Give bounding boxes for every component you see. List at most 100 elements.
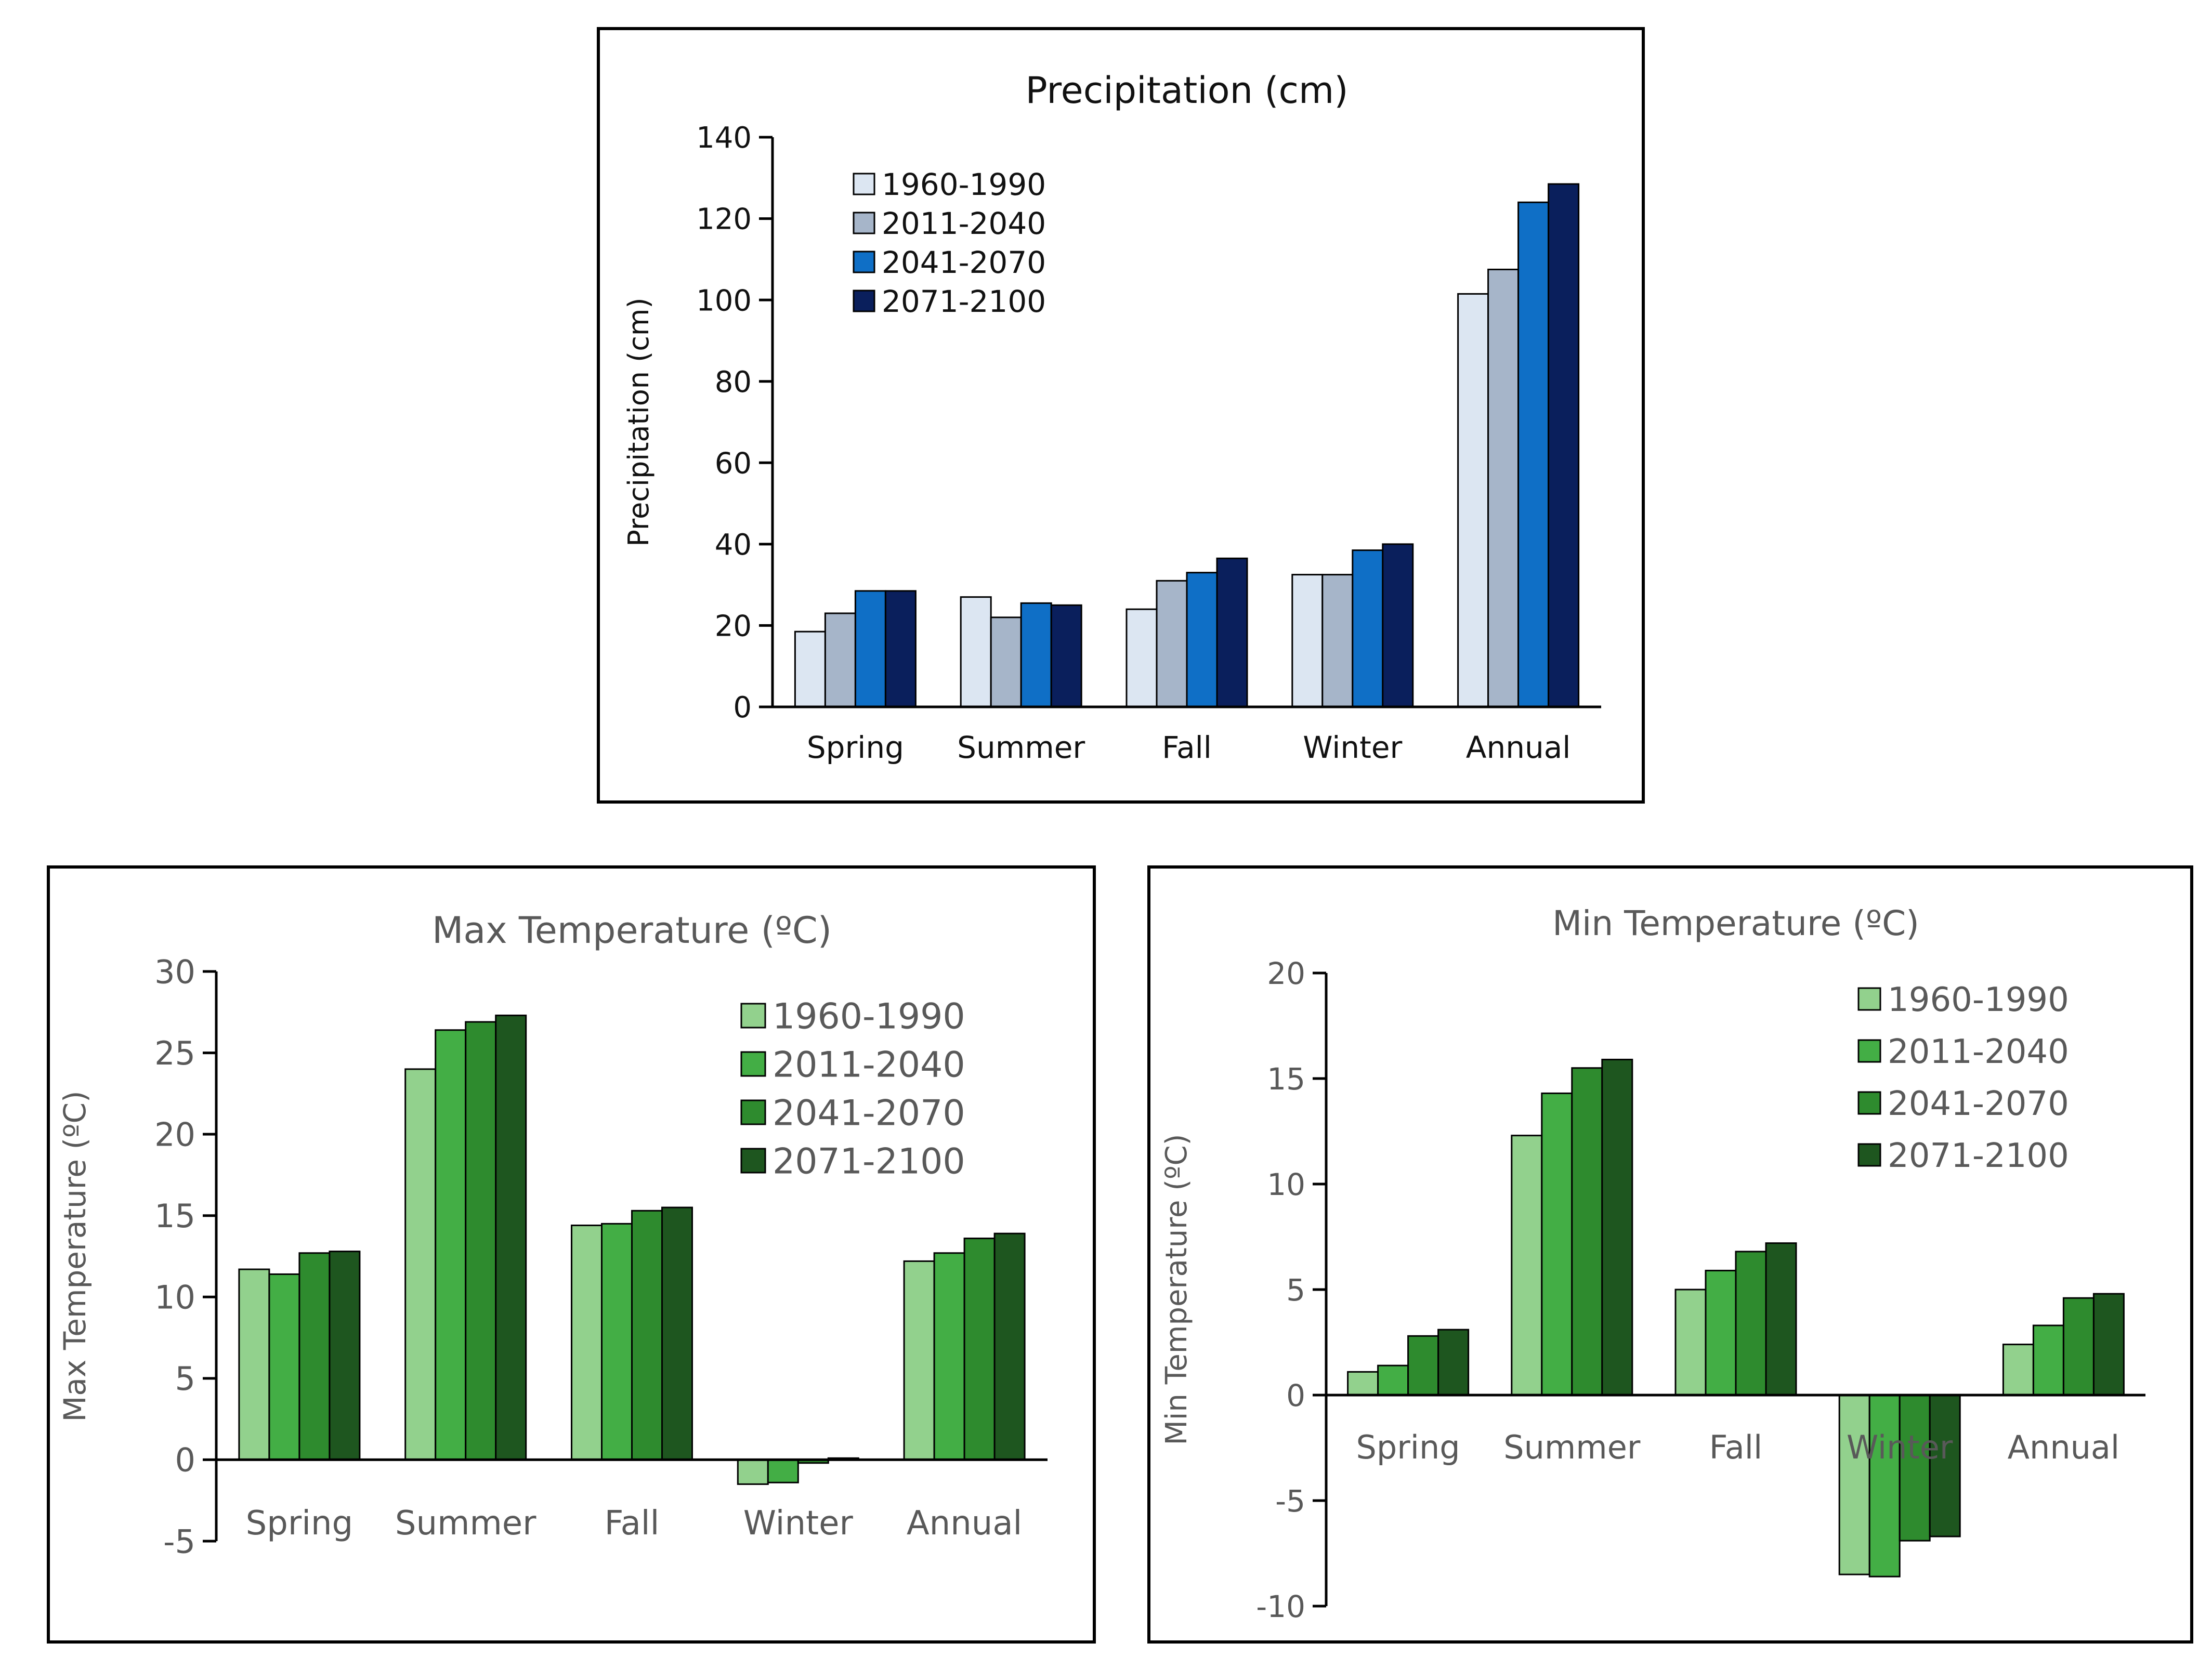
bar [1156,580,1188,708]
bar [963,1238,996,1461]
precipitation-chart-panel: Precipitation (cm) Precipitation (cm) 0 20 4… [597,27,1645,804]
legend-label: 2071-2100 [1888,1137,2069,1175]
bar [1765,1242,1797,1396]
bar [1541,1092,1573,1396]
y-tick-label: 0 [733,691,752,725]
chart-title: Min Temperature (ºC) [1552,903,1919,943]
y-tick-label: 0 [175,1441,195,1479]
y-tick-label: 20 [715,610,752,643]
y-tick-label: 140 [696,121,752,155]
bar [1186,572,1218,708]
bar [404,1068,437,1461]
bar [2002,1344,2034,1396]
y-tick-label: 120 [696,203,752,236]
y-tick-label: 60 [715,446,752,480]
bar [1050,604,1082,708]
bar [298,1252,331,1461]
bar [268,1273,300,1461]
precipitation-chart: Precipitation (cm)Precipitation (cm)0204… [622,69,1601,765]
bar [1437,1329,1470,1396]
bar [1705,1269,1737,1396]
x-tick-label: Spring [246,1504,354,1543]
x-tick-label: Summer [395,1504,536,1543]
bar [2062,1297,2095,1396]
bar [1674,1289,1707,1396]
y-tick-label: 5 [1286,1272,1305,1308]
bar [238,1268,270,1461]
bar [767,1458,799,1483]
bar [1291,574,1324,708]
legend-label: 2041-2070 [882,245,1046,280]
y-tick-label: 20 [154,1115,195,1153]
x-tick-label: Fall [605,1504,660,1543]
bar [933,1252,965,1461]
y-tick-label: 15 [154,1197,195,1235]
bar [2032,1324,2064,1396]
bar [495,1015,527,1461]
y-tick-label: 10 [1267,1167,1305,1202]
x-tick-label: Winter [1303,730,1402,765]
legend-swatch [853,290,875,312]
bar [571,1225,603,1461]
legend-label: 2011-2040 [1888,1033,2069,1071]
y-tick-label: -5 [1275,1483,1305,1519]
bar [1457,293,1489,708]
bar [1571,1067,1603,1396]
legend-swatch [1857,987,1881,1011]
bar [1020,602,1052,708]
y-axis-label: Max Temperature (ºC) [57,1090,93,1422]
x-tick-label: Summer [1503,1428,1641,1466]
legend-swatch [1857,1091,1881,1115]
bar [1899,1394,1931,1542]
x-tick-label: Fall [1162,730,1212,765]
bar [1321,574,1354,708]
bar [1511,1135,1543,1396]
legend-label: 2041-2070 [773,1093,965,1134]
y-tick-label: 20 [1267,956,1305,991]
bar [960,596,992,708]
y-tick-label: 25 [154,1034,195,1072]
bar [1407,1335,1439,1396]
legend-label: 2041-2070 [1888,1085,2069,1123]
bar [329,1251,361,1461]
chart-title: Max Temperature (ºC) [432,909,832,952]
bar [1352,549,1384,708]
y-tick-label: 30 [154,953,195,991]
bar [903,1260,935,1461]
y-axis-label: Precipitation (cm) [622,297,655,546]
legend-label: 2011-2040 [882,206,1046,241]
x-tick-label: Winter [1847,1428,1953,1466]
bar [1735,1251,1767,1396]
legend-label: 2071-2100 [882,284,1046,319]
bar [601,1223,633,1461]
x-tick-label: Winter [743,1504,854,1543]
y-tick-label: 40 [715,528,752,562]
x-tick-label: Annual [2008,1428,2120,1466]
bar [1868,1394,1901,1578]
max-temperature-chart-panel: Max Temperature (ºC) Max Temperature (ºC)… [47,865,1096,1644]
legend-swatch [853,212,875,234]
x-tick-label: Fall [1709,1428,1762,1466]
legend-swatch [1857,1039,1881,1063]
y-tick-label: 100 [696,284,752,318]
bar [1347,1371,1379,1396]
legend-label: 1960-1990 [773,996,965,1037]
bar [465,1021,497,1461]
y-tick-label: 5 [175,1360,195,1398]
bar [794,630,826,708]
chart-title: Precipitation (cm) [1025,69,1348,112]
bar [854,590,886,708]
bar [993,1232,1026,1461]
legend-swatch [853,173,875,195]
bar [1517,201,1550,708]
legend-label: 2071-2100 [773,1141,965,1182]
legend-label: 1960-1990 [1888,981,2069,1019]
x-tick-label: Annual [907,1504,1022,1543]
y-tick-label: 0 [1286,1378,1305,1413]
bar [1216,557,1248,708]
legend-swatch [740,1148,766,1174]
bar [1838,1394,1870,1575]
bar [990,616,1022,708]
legend-swatch [740,1003,766,1029]
x-tick-label: Spring [1356,1428,1460,1466]
